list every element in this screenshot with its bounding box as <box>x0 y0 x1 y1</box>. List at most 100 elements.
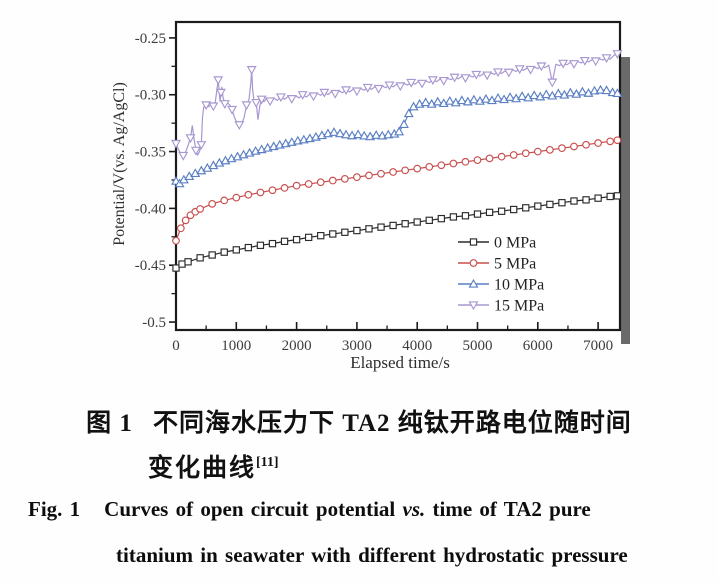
triangle-down-marker <box>208 102 219 112</box>
triangle-down-marker <box>286 95 297 104</box>
square-marker <box>546 200 554 209</box>
triangle-down-marker <box>185 134 196 144</box>
square-marker <box>437 214 446 223</box>
triangle-up-marker <box>517 91 528 101</box>
caption-english-text-b: time of TA2 pure <box>425 497 591 521</box>
circle-marker <box>461 157 470 166</box>
triangle-down-marker <box>178 151 189 161</box>
circle-marker <box>292 181 301 190</box>
frame-shadow <box>621 57 630 344</box>
legend-label: 10 MPa <box>494 277 544 294</box>
triangle-down-marker <box>579 56 590 66</box>
circle-marker <box>389 168 397 176</box>
square-marker <box>256 241 265 250</box>
square-marker <box>232 246 240 254</box>
circle-marker <box>280 184 289 192</box>
circle-marker <box>533 147 542 156</box>
circle-marker <box>469 259 478 267</box>
triangle-up-marker <box>577 86 588 96</box>
triangle-down-marker <box>241 101 252 111</box>
caption-chinese-line1: 图 1 不同海水压力下 TA2 纯钛开路电位随时间 <box>0 403 718 439</box>
triangle-up-marker <box>341 129 352 139</box>
x-tick-label: 6000 <box>523 338 553 354</box>
circle-marker <box>365 171 373 180</box>
triangle-down-marker <box>219 100 230 110</box>
triangle-down-marker <box>590 57 601 67</box>
triangle-down-marker <box>503 68 514 78</box>
square-marker <box>178 260 186 268</box>
series-10-mpa <box>171 84 623 188</box>
triangle-down-marker <box>256 95 267 105</box>
x-tick-label: 0 <box>172 338 180 354</box>
legend-entry-5-mpa: 5 MPa <box>458 256 536 273</box>
square-marker <box>425 216 433 224</box>
triangle-down-marker <box>308 92 319 102</box>
circle-marker <box>181 216 190 225</box>
triangle-down-marker <box>373 84 384 94</box>
triangle-down-marker <box>547 78 558 88</box>
square-marker <box>196 254 204 262</box>
square-marker <box>497 207 506 215</box>
circle-marker <box>570 142 578 151</box>
legend-entry-0-mpa: 0 MPa <box>458 235 536 252</box>
x-tick-label: 3000 <box>342 338 372 354</box>
triangle-down-marker <box>395 82 406 92</box>
square-marker <box>329 230 337 238</box>
triangle-down-marker <box>275 93 286 103</box>
legend-label: 0 MPa <box>494 235 536 252</box>
triangle-up-marker <box>394 126 405 136</box>
citation-superscript: [11] <box>256 455 279 470</box>
x-tick-label: 2000 <box>282 338 312 354</box>
circle-marker <box>176 224 185 233</box>
square-marker <box>341 228 349 236</box>
y-tick-label: -0.45 <box>135 258 166 274</box>
circle-marker <box>545 145 554 154</box>
triangle-up-marker <box>541 89 552 99</box>
square-marker <box>522 204 530 212</box>
caption-chinese-line2: 变化曲线[11] <box>148 448 279 484</box>
triangle-down-marker <box>341 86 352 96</box>
triangle-down-marker <box>265 97 276 107</box>
caption-english-fig-number: Fig. 1 <box>28 497 81 521</box>
circle-marker <box>244 190 253 199</box>
circle-marker <box>497 152 506 161</box>
triangle-down-marker <box>171 139 181 149</box>
x-tick-label: 7000 <box>583 338 613 354</box>
triangle-down-marker <box>215 88 226 98</box>
circle-marker <box>340 174 349 183</box>
circle-marker <box>558 144 566 153</box>
triangle-up-marker <box>335 128 346 138</box>
triangle-up-marker <box>398 119 409 128</box>
triangle-down-marker <box>384 81 395 91</box>
triangle-down-marker <box>362 83 373 93</box>
triangle-down-marker <box>468 301 479 311</box>
square-marker <box>594 194 602 202</box>
circle-marker <box>425 163 434 171</box>
circle-marker <box>613 136 622 145</box>
circle-marker <box>449 159 458 168</box>
square-marker <box>389 221 397 230</box>
triangle-up-marker <box>480 93 491 103</box>
triangle-up-marker <box>420 97 431 107</box>
triangle-down-marker <box>201 101 212 111</box>
triangle-up-marker <box>403 108 414 118</box>
triangle-down-marker <box>417 79 428 89</box>
y-tick-label: -0.25 <box>135 31 166 47</box>
triangle-down-marker <box>190 146 201 156</box>
triangle-up-marker <box>444 95 455 105</box>
triangle-down-marker <box>460 74 471 84</box>
legend-label: 15 MPa <box>494 298 544 315</box>
triangle-down-marker <box>536 62 547 72</box>
triangle-up-marker <box>432 96 443 106</box>
y-tick-label: -0.40 <box>135 201 166 217</box>
caption-english-line1: Fig. 1 Curves of open circuit potential … <box>28 497 591 522</box>
square-marker <box>413 218 421 226</box>
circle-marker <box>401 166 410 175</box>
caption-chinese-title: 不同海水压力下 TA2 纯钛开路电位随时间 <box>152 410 632 437</box>
caption-chinese-title-cont: 变化曲线 <box>148 455 257 482</box>
caption-english-vs: vs. <box>402 497 426 521</box>
square-marker <box>570 197 578 205</box>
square-marker <box>220 248 228 256</box>
triangle-down-marker <box>330 89 341 99</box>
triangle-up-marker <box>565 87 576 97</box>
